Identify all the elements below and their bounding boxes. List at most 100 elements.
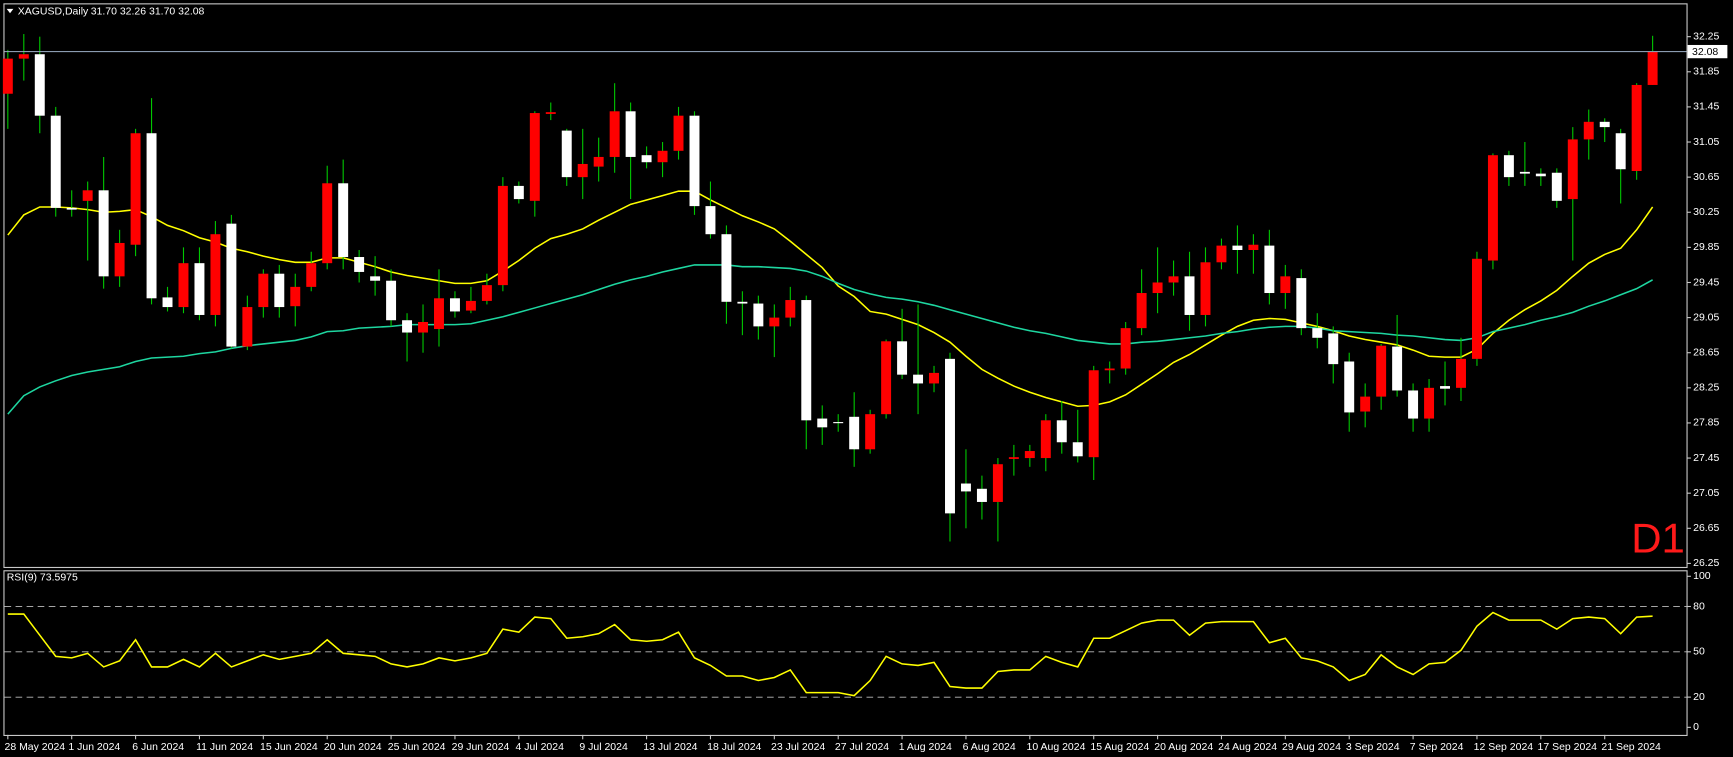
candle-body-up — [1360, 396, 1371, 412]
candle-body-up — [1248, 244, 1259, 251]
candle-body-up — [418, 321, 428, 333]
candle-body-down — [561, 130, 572, 178]
candle-body-up — [465, 300, 476, 311]
x-tick-label: 4 Jul 2024 — [516, 742, 565, 753]
y-tick-label: 29.45 — [1693, 277, 1719, 288]
y-tick-label: 29.05 — [1693, 312, 1719, 323]
x-tick-label: 10 Aug 2024 — [1027, 742, 1086, 753]
candle-body-up — [769, 317, 780, 327]
candle-body-down — [705, 206, 716, 235]
candle-body-down — [338, 183, 349, 258]
candle-body-up — [1487, 155, 1498, 261]
candle-body-down — [1312, 328, 1323, 338]
x-tick-label: 11 Jun 2024 — [196, 742, 253, 753]
price-panel-frame — [3, 3, 1688, 569]
candle-body-up — [1471, 258, 1482, 359]
candle-body-up — [1088, 370, 1099, 458]
candle-body-up — [1168, 276, 1179, 283]
x-tick-label: 6 Aug 2024 — [963, 742, 1016, 753]
candle-body-up — [1631, 84, 1642, 171]
candle-body-down — [1535, 173, 1546, 177]
candle-body-down — [50, 115, 61, 208]
candle-body-down — [402, 320, 413, 333]
candle-body-down — [833, 422, 844, 424]
ohlc-label: 31.70 32.26 31.70 32.08 — [91, 6, 205, 17]
candle-body-down — [849, 416, 860, 450]
x-tick-label: 6 Jun 2024 — [132, 742, 184, 753]
candle-body-up — [82, 190, 93, 201]
candle-body-down — [913, 374, 924, 384]
timeframe-label: D1 — [1631, 515, 1685, 562]
title-arrow — [6, 8, 14, 14]
x-tick-label: 15 Aug 2024 — [1090, 742, 1149, 753]
candle-body-up — [881, 341, 892, 415]
rsi-title: RSI(9) 73.5975 — [7, 573, 78, 584]
candle-body-up — [1424, 387, 1435, 419]
y-tick-label: 28.25 — [1693, 383, 1719, 394]
y-tick-label: 20 — [1693, 692, 1705, 703]
candle-body-down — [1408, 390, 1419, 419]
moving-average — [7, 264, 1653, 415]
candle-body-up — [290, 286, 301, 307]
candle-body-down — [1599, 121, 1610, 128]
candle-body-up — [1216, 245, 1227, 263]
x-tick-label: 20 Aug 2024 — [1154, 742, 1213, 753]
candle-body-down — [1440, 386, 1450, 389]
candle-body-down — [34, 54, 45, 116]
x-tick-label: 17 Sep 2024 — [1538, 742, 1598, 753]
last-price-label: 32.08 — [1692, 47, 1718, 58]
rsi-line — [7, 611, 1653, 697]
candle-body-up — [1567, 139, 1578, 200]
y-tick-label: 0 — [1693, 722, 1699, 733]
candle-body-up — [322, 183, 333, 264]
y-tick-label: 26.65 — [1693, 523, 1719, 534]
candle-body-down — [274, 273, 285, 308]
y-tick-label: 28.65 — [1693, 347, 1719, 358]
candle-body-down — [370, 276, 381, 281]
x-tick-label: 18 Jul 2024 — [707, 742, 761, 753]
candle-body-up — [258, 273, 269, 308]
candle-body-up — [593, 156, 604, 167]
candle-body-up — [929, 372, 939, 384]
x-tick-label: 25 Jun 2024 — [388, 742, 446, 753]
candle-body-up — [1647, 51, 1658, 85]
y-tick-label: 31.45 — [1693, 102, 1719, 113]
candle-body-up — [18, 54, 29, 59]
x-tick-label: 15 Jun 2024 — [260, 742, 318, 753]
candle-body-up — [1280, 276, 1291, 294]
candle-body-down — [354, 257, 365, 272]
candle-body-down — [1232, 245, 1243, 251]
candle-body-up — [2, 58, 13, 94]
rsi-panel-frame — [3, 570, 1688, 737]
y-tick-label: 100 — [1693, 571, 1711, 582]
last-price-box — [1687, 44, 1728, 59]
candle-body-up — [673, 115, 684, 151]
candle-body-up — [497, 185, 508, 286]
candle-body-down — [386, 280, 397, 321]
candle-body-down — [1392, 346, 1403, 391]
candle-body-up — [130, 133, 141, 245]
candle-body-down — [945, 358, 955, 514]
candle-body-down — [817, 418, 828, 428]
candle-body-down — [1551, 172, 1562, 201]
candle-body-down — [976, 488, 987, 502]
candle-body-up — [992, 464, 1003, 502]
x-tick-label: 21 Sep 2024 — [1601, 742, 1661, 753]
candle-body-up — [1136, 293, 1147, 329]
candle-body-down — [98, 190, 109, 277]
candle-body-up — [785, 300, 796, 318]
candle-body-up — [529, 113, 540, 201]
candle-body-up — [657, 150, 668, 163]
candle-body-down — [641, 155, 652, 163]
candle-body-up — [1024, 451, 1035, 459]
candle-body-up — [1583, 121, 1594, 140]
candle-body-up — [1152, 282, 1163, 294]
x-tick-label: 29 Aug 2024 — [1282, 742, 1341, 753]
candle-body-down — [897, 341, 908, 375]
y-tick-label: 27.85 — [1693, 418, 1719, 429]
candle-body-down — [1344, 361, 1355, 413]
candle-body-down — [146, 133, 157, 299]
candle-body-down — [66, 207, 77, 210]
candle-body-up — [434, 298, 444, 330]
